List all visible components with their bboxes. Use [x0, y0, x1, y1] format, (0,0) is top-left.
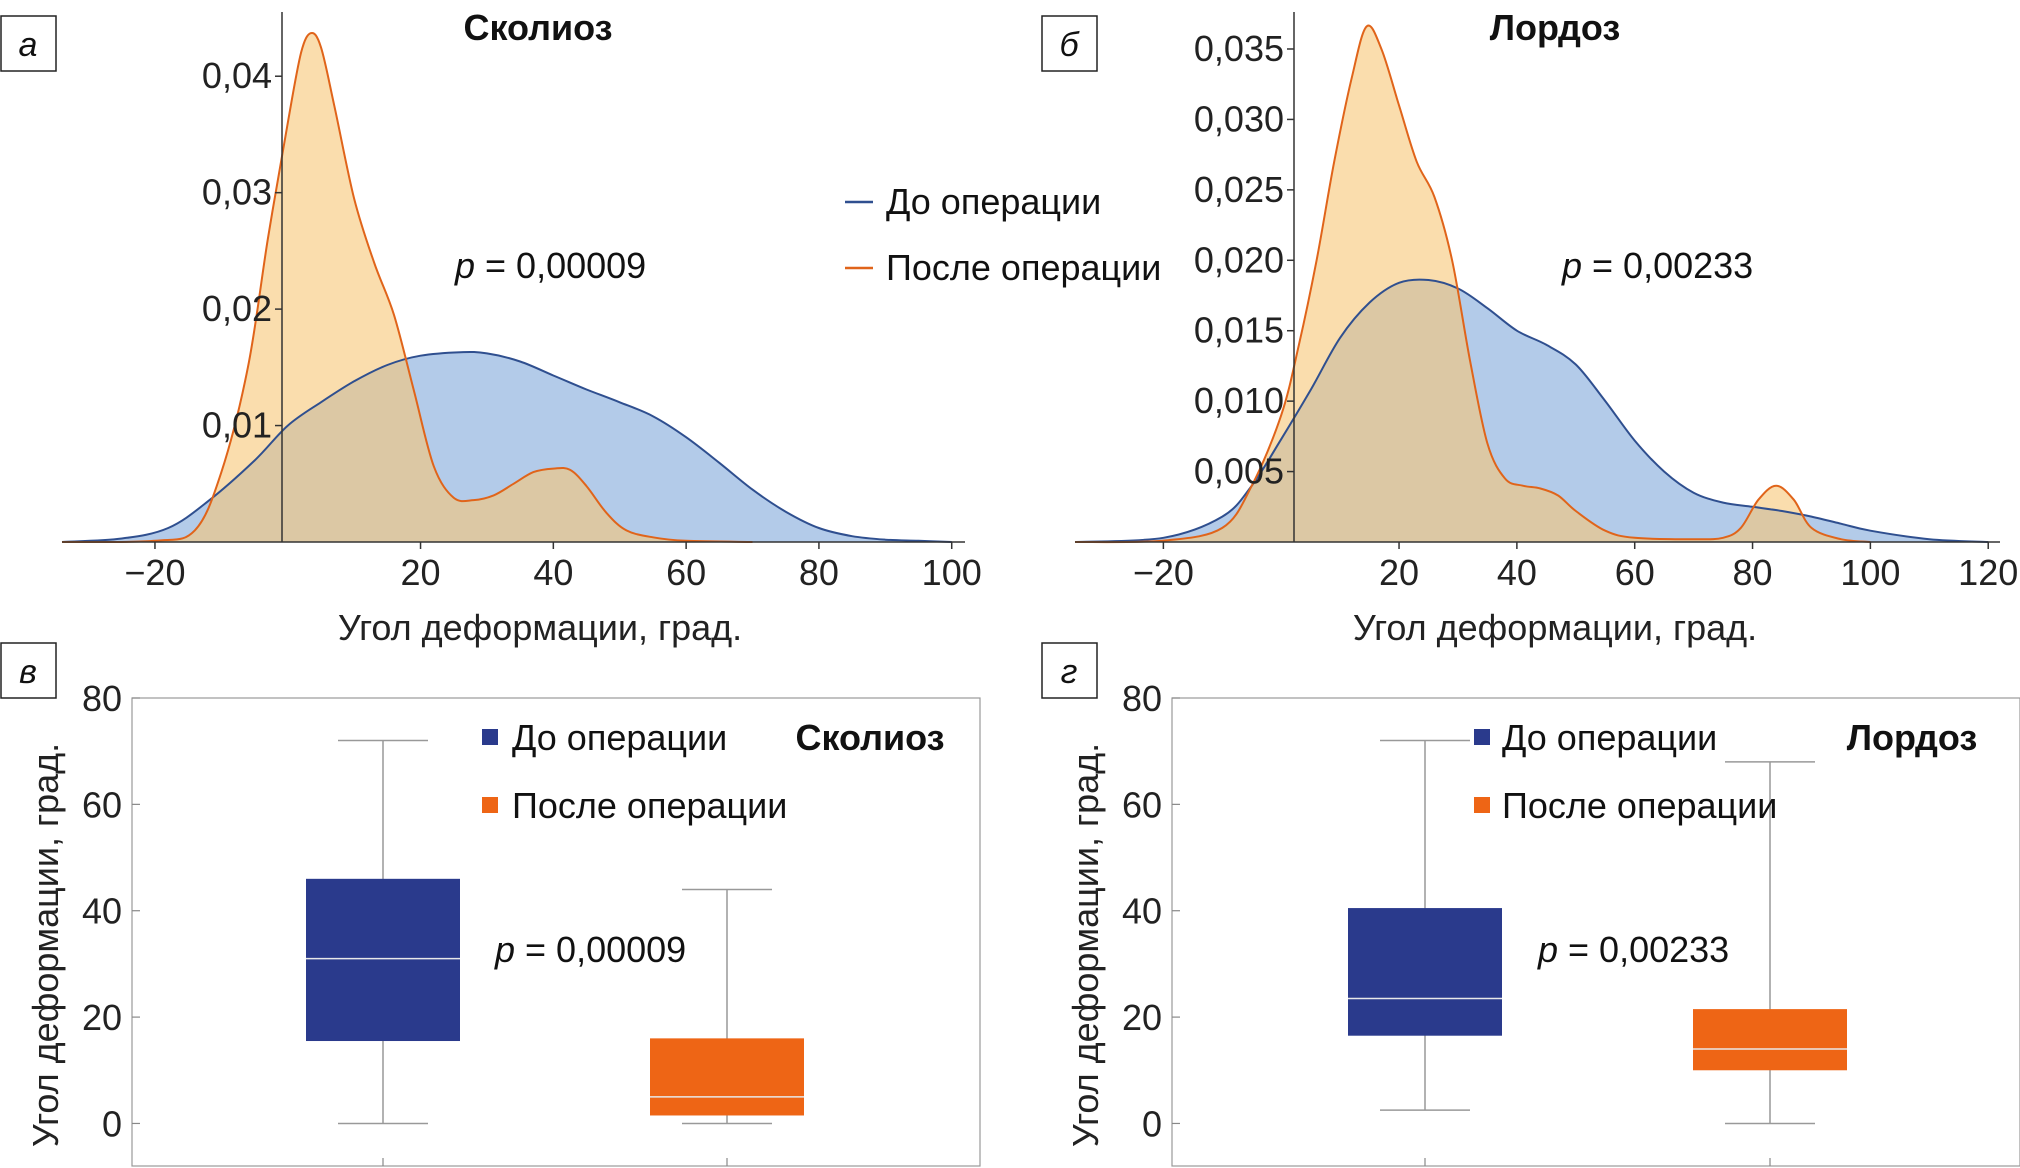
chart-title: Сколиоз [463, 7, 612, 48]
y-tick-label: 40 [1122, 891, 1162, 932]
legend-swatch-after [1474, 797, 1490, 813]
chart-title: Лордоз [1490, 7, 1621, 48]
legend: До операции После операции [845, 181, 1161, 288]
y-tick-label: 40 [82, 891, 122, 932]
y-tick-label: 0,03 [202, 172, 272, 213]
panel-a: а −20 20 40 60 80 100 0,01 0,02 0,03 0,04 Сколиоз… [0, 7, 1161, 648]
panel-label: а [19, 26, 38, 64]
y-tick-label: 0,035 [1194, 28, 1284, 69]
x-tick-label: 60 [666, 552, 706, 593]
series-after-line [61, 31, 753, 544]
y-tick-label: 0,02 [202, 288, 272, 329]
legend: До операции После операции [482, 717, 787, 826]
legend-label-before: До операции [512, 717, 727, 758]
y-tick-label: 0 [1142, 1103, 1162, 1144]
y-axis-label: Угол деформации, град. [1065, 743, 1106, 1147]
y-tick-label: 0,010 [1194, 380, 1284, 421]
y-tick-label: 0,025 [1194, 169, 1284, 210]
panel-label: в [19, 653, 37, 691]
legend: До операции После операции [1474, 717, 1777, 826]
p-value-annotation: p = 0,00009 [454, 245, 646, 286]
series-after-area [62, 32, 753, 543]
legend-label-after: После операции [1502, 785, 1777, 826]
y-tick-label: 20 [1122, 997, 1162, 1038]
legend-label-after: После операции [886, 247, 1161, 288]
x-tick-label: −20 [1133, 552, 1194, 593]
y-tick-label: 0,005 [1194, 451, 1284, 492]
box-before-body [1348, 908, 1502, 1036]
panel-label: б [1059, 26, 1080, 64]
box-after-body [1693, 1009, 1847, 1071]
chart-title: Лордоз [1847, 717, 1978, 758]
legend-swatch-after [482, 797, 498, 813]
x-tick-label: 40 [533, 552, 573, 593]
x-tick-label: 40 [1497, 552, 1537, 593]
x-tick-label: 20 [1379, 552, 1419, 593]
y-tick-label: 20 [82, 997, 122, 1038]
series-before-line [61, 350, 952, 543]
panel-d: г Угол деформации, град. 0 20 40 60 80 До оп… [1041, 642, 2020, 1167]
p-value-annotation: p = 0,00009 [494, 929, 686, 970]
density-plot-lordosis: −20 20 40 60 80 100 120 0,005 0,010 0,015 0,020 0,0… [1074, 12, 2018, 593]
x-axis-label: Угол деформации, град. [1353, 607, 1757, 648]
panel-b: б −20 20 40 60 80 100 120 0,005 0,010 0,015 0,020 0… [1041, 7, 2018, 648]
y-tick-label: 0,01 [202, 405, 272, 446]
x-tick-label: 20 [401, 552, 441, 593]
x-tick-label: 100 [922, 552, 982, 593]
legend-swatch-before [482, 729, 498, 745]
plot-frame [1171, 697, 2020, 1167]
chart-title: Сколиоз [795, 717, 944, 758]
y-tick-label: 0,04 [202, 55, 272, 96]
legend-label-after: После операции [512, 785, 787, 826]
x-tick-label: 60 [1615, 552, 1655, 593]
box-plot-lordosis: 0 20 40 60 80 [1122, 678, 2020, 1167]
panel-label-box [0, 642, 57, 699]
series-after-line [1074, 24, 1871, 544]
legend-label-before: До операции [1502, 717, 1717, 758]
y-tick-label: 60 [82, 784, 122, 825]
x-tick-label: −20 [124, 552, 185, 593]
plot-frame [131, 697, 981, 1167]
y-tick-label: 0,015 [1194, 310, 1284, 351]
box-plot-scoliosis: 0 20 40 60 80 [82, 678, 981, 1167]
y-tick-label: 60 [1122, 784, 1162, 825]
y-tick-label: 80 [82, 678, 122, 719]
y-tick-label: 0,020 [1194, 239, 1284, 280]
x-tick-label: 100 [1840, 552, 1900, 593]
y-tick-label: 80 [1122, 678, 1162, 719]
y-axis-label: Угол деформации, град. [25, 743, 66, 1147]
panel-label-box [1041, 15, 1098, 72]
series-after-area [1075, 25, 1871, 543]
box-before-body [306, 878, 460, 1042]
density-plot-scoliosis: −20 20 40 60 80 100 0,01 0,02 0,03 0,04 [61, 12, 982, 593]
x-tick-label: 80 [799, 552, 839, 593]
legend-swatch-before [1474, 729, 1490, 745]
panel-label: г [1061, 653, 1078, 691]
p-value-annotation: p = 0,00233 [1537, 929, 1729, 970]
x-axis-label: Угол деформации, град. [338, 607, 742, 648]
panel-c: в Угол деформации, град. 0 20 40 60 80 До оп… [0, 642, 981, 1167]
p-value-annotation: p = 0,00233 [1561, 245, 1753, 286]
box-after-body [650, 1038, 804, 1116]
x-tick-label: 120 [1958, 552, 2018, 593]
x-tick-label: 80 [1733, 552, 1773, 593]
panel-label-box [1041, 642, 1098, 699]
y-tick-label: 0,030 [1194, 98, 1284, 139]
legend-label-before: До операции [886, 181, 1101, 222]
panel-label-box [0, 15, 57, 72]
y-tick-label: 0 [102, 1103, 122, 1144]
